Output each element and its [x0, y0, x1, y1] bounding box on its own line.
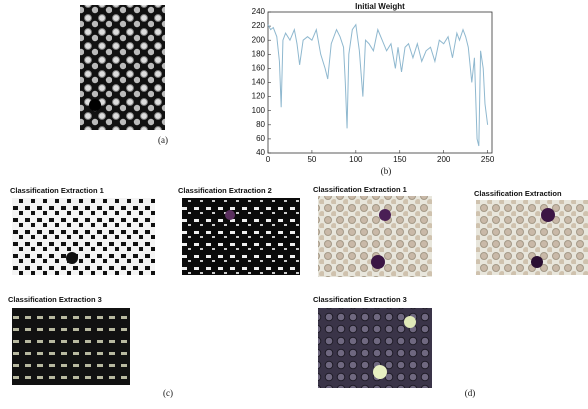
plot-frame: [267, 11, 493, 154]
y-tick-label: 120: [252, 92, 266, 101]
x-tick-label: 250: [481, 155, 495, 164]
panel-title: Classification Extraction 3: [8, 295, 102, 304]
cell: [89, 99, 101, 111]
x-tick-label: 50: [307, 155, 316, 164]
y-tick-label: 100: [252, 106, 266, 115]
image-c2: [182, 198, 300, 275]
x-tick-label: 100: [349, 155, 363, 164]
x-tick-label: 200: [437, 155, 451, 164]
cell: [541, 208, 555, 222]
image-c1: [12, 198, 155, 275]
panel-title: Classification Extraction 3: [313, 295, 407, 304]
y-tick-label: 60: [256, 134, 265, 143]
cell: [371, 255, 385, 269]
y-tick-label: 180: [252, 49, 266, 58]
data-line: [267, 23, 489, 147]
image-c3: [12, 308, 130, 385]
y-tick-label: 40: [256, 148, 265, 157]
cell: [404, 316, 416, 328]
panel-title: Classification Extraction: [474, 189, 562, 198]
y-tick-label: 160: [252, 64, 266, 73]
y-tick-label: 240: [252, 7, 266, 16]
chart-title: Initial Weight: [355, 2, 405, 11]
panel-title: Classification Extraction 1: [10, 186, 104, 195]
image-a: [80, 5, 165, 130]
panel-title: Classification Extraction 1: [313, 185, 407, 194]
caption: (b): [381, 166, 392, 176]
cell: [225, 210, 235, 220]
y-tick-label: 80: [256, 120, 265, 129]
y-tick-label: 200: [252, 35, 266, 44]
y-tick-label: 140: [252, 78, 266, 87]
x-tick-label: 150: [393, 155, 407, 164]
caption: (c): [163, 388, 173, 398]
cell: [379, 209, 391, 221]
y-tick-label: 220: [252, 21, 266, 30]
x-tick-label: 0: [266, 155, 271, 164]
caption: (d): [465, 388, 476, 398]
cell: [66, 252, 78, 264]
cell: [373, 365, 387, 379]
caption: (a): [158, 135, 168, 145]
panel-title: Classification Extraction 2: [178, 186, 272, 195]
cell: [531, 256, 543, 268]
